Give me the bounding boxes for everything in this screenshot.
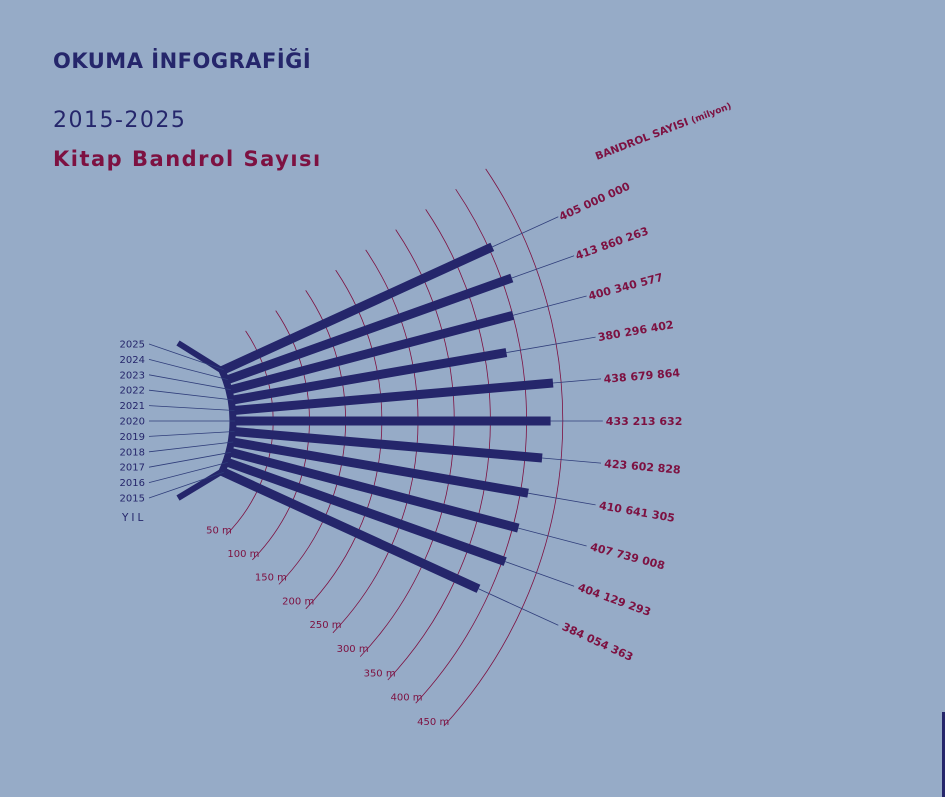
year-tick-line: [148, 441, 234, 453]
leader-line: [518, 527, 587, 547]
y-axis-title-text: BANDROL SAYISI: [594, 116, 690, 163]
value-label: 404 129 293: [576, 581, 652, 619]
value-label: 380 296 402: [597, 318, 675, 344]
ring-label: 50 m: [206, 526, 232, 537]
spine-cap-top: [176, 340, 224, 374]
year-label: 2019: [120, 432, 145, 443]
year-label: 2024: [120, 355, 145, 366]
year-label: 2020: [120, 417, 145, 428]
ring-label: 100 m: [227, 549, 259, 560]
value-label: 433 213 632: [606, 415, 683, 428]
value-label: 438 679 864: [603, 366, 681, 386]
year-range: 2015-2025: [53, 108, 187, 133]
value-leader-lines: [478, 216, 603, 626]
value-label: 410 641 305: [598, 499, 676, 525]
year-tick-line: [148, 359, 228, 380]
data-bar: [232, 426, 543, 463]
value-label: 413 860 263: [574, 224, 650, 262]
year-tick-line: [148, 451, 231, 468]
year-tick-line: [148, 343, 224, 371]
value-label: 384 054 363: [560, 620, 635, 664]
year-label: 2022: [120, 386, 145, 397]
leader-line: [505, 561, 575, 587]
year-tick-line: [148, 374, 231, 391]
edge-strip: [942, 712, 945, 797]
year-label: 2021: [120, 401, 145, 412]
ring-label: 150 m: [255, 573, 287, 584]
data-bar: [232, 378, 554, 416]
ring-label: 400 m: [390, 693, 422, 704]
data-bar: [227, 310, 515, 395]
year-tick-line: [148, 471, 224, 499]
page-title: OKUMA İNFOGRAFİĞİ: [53, 49, 312, 73]
y-axis-title-unit: (milyon): [690, 102, 733, 126]
data-bar: [220, 467, 481, 593]
year-tick-line: [148, 431, 235, 437]
spine-cap-bottom: [176, 468, 224, 501]
ring-label: 200 m: [282, 596, 314, 607]
data-bar: [224, 273, 514, 385]
leader-line: [492, 216, 559, 248]
year-labels: 2025 2024 2023 2022 2021 2020 2019 2018 2017 2016…: [120, 340, 145, 505]
year-label: 2025: [120, 340, 145, 351]
value-label: 407 739 008: [589, 540, 666, 572]
value-label: 423 602 828: [604, 457, 681, 476]
ring-labels: 50 m 100 m 150 m 200 m 250 m 300 m 350 m 400 m 4…: [206, 526, 449, 728]
chart-subtitle: Kitap Bandrol Sayısı: [53, 147, 322, 171]
ring-label: 300 m: [337, 644, 369, 655]
year-label: 2017: [120, 463, 145, 474]
value-label: 400 340 577: [587, 271, 664, 303]
leader-line: [513, 295, 587, 316]
year-tick-line: [148, 389, 234, 401]
data-bar: [230, 348, 508, 405]
year-label: 2018: [120, 447, 145, 458]
leader-line: [478, 588, 559, 626]
leader-line: [552, 378, 602, 384]
data-bars: [220, 242, 554, 593]
year-tick-lines: [148, 343, 235, 499]
year-tick-line: [148, 405, 235, 411]
leader-line: [506, 336, 596, 353]
data-bar: [220, 242, 495, 375]
x-axis-title: YIL: [121, 512, 146, 524]
ring-label: 250 m: [309, 620, 341, 631]
ring-gridline: [443, 168, 564, 727]
ring-label: 350 m: [364, 668, 396, 679]
data-bar: [230, 437, 529, 498]
year-label: 2023: [120, 370, 145, 381]
value-label: 405 000 000: [557, 180, 632, 224]
ring-label: 450 m: [417, 717, 449, 728]
year-tick-line: [148, 462, 228, 483]
data-bar: [227, 447, 520, 533]
year-label: 2015: [120, 494, 145, 505]
data-bar: [224, 457, 507, 566]
leader-line: [542, 457, 602, 464]
year-label: 2016: [120, 478, 145, 489]
leader-line: [511, 255, 575, 279]
y-axis-title: BANDROL SAYISI (milyon): [594, 100, 733, 163]
leader-line: [528, 492, 596, 506]
